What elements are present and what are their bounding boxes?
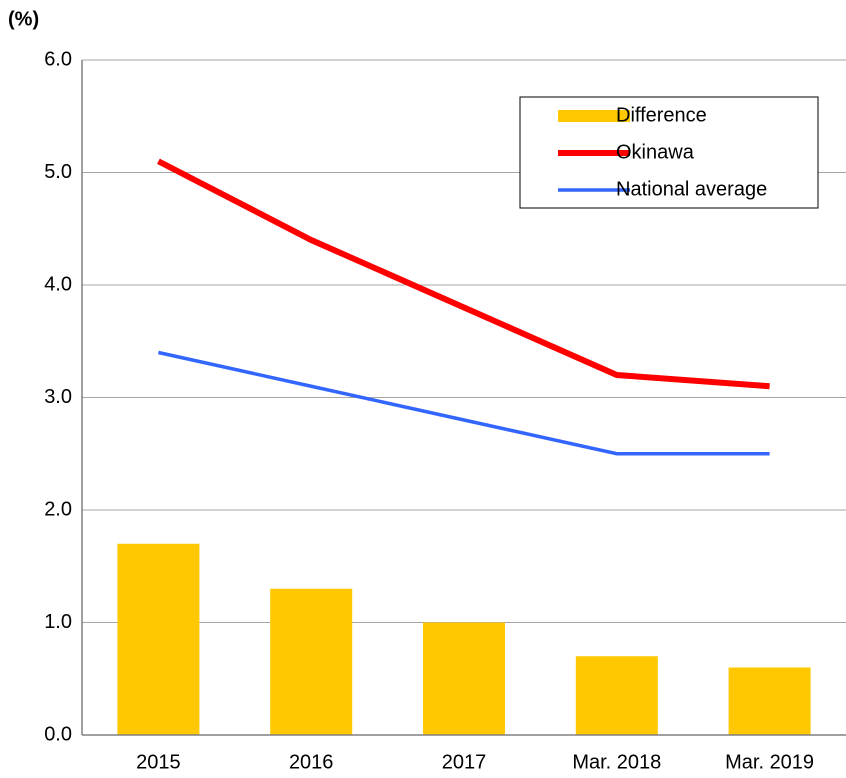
y-tick-label: 0.0 xyxy=(44,723,72,745)
y-tick-label: 1.0 xyxy=(44,611,72,633)
x-tick-label: Mar. 2018 xyxy=(572,751,661,773)
x-tick-label: 2015 xyxy=(136,751,181,773)
bar xyxy=(423,622,505,735)
x-tick-label: Mar. 2019 xyxy=(725,751,814,773)
y-tick-label: 5.0 xyxy=(44,161,72,183)
y-tick-label: 2.0 xyxy=(44,498,72,520)
y-tick-label: 3.0 xyxy=(44,386,72,408)
bar xyxy=(270,588,353,735)
y-tick-label: 6.0 xyxy=(44,48,72,70)
line xyxy=(158,350,770,456)
bar xyxy=(117,543,200,735)
x-tick-label: 2016 xyxy=(289,751,334,773)
legend-label: Okinawa xyxy=(616,141,695,163)
legend-swatch xyxy=(558,110,630,122)
legend-label: National average xyxy=(616,178,767,200)
line xyxy=(157,158,770,390)
y-axis-label: (%) xyxy=(8,8,39,30)
x-tick-label: 2017 xyxy=(442,751,487,773)
y-tick-label: 4.0 xyxy=(44,273,72,295)
bar xyxy=(575,656,658,735)
legend-label: Difference xyxy=(616,104,707,126)
bar xyxy=(728,667,811,735)
